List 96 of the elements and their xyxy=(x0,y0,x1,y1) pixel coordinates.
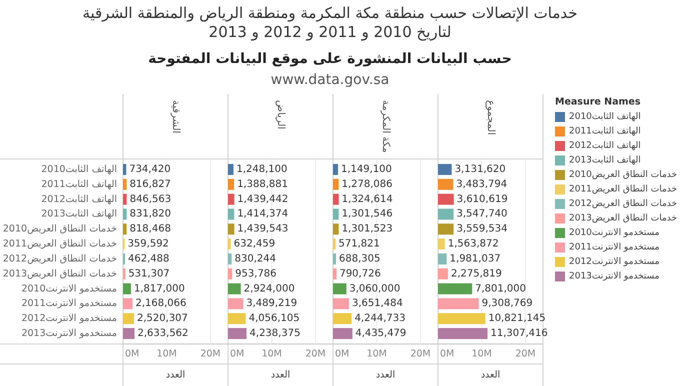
x-axis-title: العدد xyxy=(376,370,396,380)
chart-title: المجموع xyxy=(484,100,496,135)
data-label: 3,610,619 xyxy=(456,194,508,205)
x-tick-label: 20M xyxy=(305,348,326,360)
x-tick-label: 0M xyxy=(125,348,140,360)
x-axis-title: العدد xyxy=(166,370,186,380)
data-label: 734,420 xyxy=(129,164,171,175)
x-tick-label: 20M xyxy=(515,348,536,360)
data-label: 1,439,442 xyxy=(237,194,288,205)
legend-item: خدمات النطاق العريض2010 xyxy=(555,170,678,180)
chart-title: مكة المكرمة xyxy=(380,100,391,153)
data-label: 632,459 xyxy=(234,238,276,250)
chart-title: الشرقية xyxy=(170,100,181,134)
data-label: 4,244,733 xyxy=(354,313,406,324)
data-label: 831,820 xyxy=(130,208,171,220)
legend-title: Measure Names xyxy=(555,96,641,108)
data-label: 816,827 xyxy=(130,178,171,190)
text: www.data.gov.sa xyxy=(270,71,390,90)
data-label: 1,439,543 xyxy=(237,224,288,235)
legend-item: خدمات النطاق العريض2011 xyxy=(555,184,678,194)
y-tick-label: خدمات النطاق العريض2010 xyxy=(2,224,118,235)
x-tick-label: 10M xyxy=(156,348,177,360)
data-label: 531,307 xyxy=(128,268,170,280)
data-label: 1,301,546 xyxy=(342,208,393,220)
y-tick-label: مستخدمو الانترنت2013 xyxy=(21,328,117,340)
data-label: 1,981,037 xyxy=(450,253,501,264)
y-tick-label: خدمات النطاق العريض2012 xyxy=(2,253,118,264)
data-label: 2,275,819 xyxy=(450,268,502,280)
x-tick-label: 0M xyxy=(335,348,350,360)
y-tick-label: مستخدمو الانترنت2010 xyxy=(21,283,117,294)
data-label: 1,149,100 xyxy=(341,164,392,175)
data-label: 1,817,000 xyxy=(134,283,185,294)
data-label: 359,592 xyxy=(128,238,169,250)
data-label: 3,547,740 xyxy=(456,208,508,220)
x-tick-label: 10M xyxy=(472,348,492,360)
data-label: 846,563 xyxy=(130,194,172,205)
x-tick-label: 10M xyxy=(366,348,387,360)
data-label: 462,488 xyxy=(128,253,170,264)
data-label: 4,238,375 xyxy=(250,328,300,340)
data-label: 953,786 xyxy=(235,268,277,280)
data-label: 2,520,307 xyxy=(137,313,188,324)
x-tick-label: 10M xyxy=(262,348,282,360)
data-label: 1,278,086 xyxy=(342,178,392,190)
y-tick-label: مستخدمو الانترنت2011 xyxy=(21,298,117,310)
x-tick-label: 0M xyxy=(440,348,454,360)
data-label: 1,563,872 xyxy=(448,238,499,250)
legend-item: مستخدمو الانترنت2011 xyxy=(555,242,660,252)
data-label: 2,924,000 xyxy=(244,283,295,294)
legend-item: مستخدمو الانترنت2010 xyxy=(555,228,660,238)
data-label: 10,821,145 xyxy=(488,313,546,324)
data-label: 3,489,219 xyxy=(246,298,298,310)
text: خدمات الإتصالات حسب منطقة مكة المكرمة ومنطقة الرياض والمنطقة الشرقية لتاريخ 2010 و 2011 و 2012 و 2013 xyxy=(81,4,579,42)
data-label: 3,131,620 xyxy=(454,164,506,175)
data-label: 7,801,000 xyxy=(475,283,526,294)
legend-item: مستخدمو الانترنت2013 xyxy=(555,272,660,282)
y-tick-label: مستخدمو الانترنت2012 xyxy=(21,313,117,324)
data-label: 11,307,416 xyxy=(490,328,548,340)
y-tick-label: الهاتف الثابت2010 xyxy=(41,164,117,175)
y-tick-label: الهاتف الثابت2011 xyxy=(41,178,117,190)
x-axis-title: العدد xyxy=(480,370,500,380)
data-label: 3,483,794 xyxy=(456,178,508,190)
data-label: 1,301,523 xyxy=(342,224,393,235)
legend-item: مستخدمو الانترنت2012 xyxy=(555,257,660,267)
data-label: 790,726 xyxy=(339,268,381,280)
data-label: 3,651,484 xyxy=(352,298,403,310)
data-label: 9,308,769 xyxy=(482,298,533,310)
y-tick-label: خدمات النطاق العريض2013 xyxy=(2,268,118,280)
legend-item: الهاتف الثابت2011 xyxy=(555,126,641,136)
chart-title: الرياض xyxy=(274,100,286,130)
legend-item: خدمات النطاق العريض2013 xyxy=(555,214,678,224)
data-label: 2,168,066 xyxy=(135,298,186,310)
data-label: 571,821 xyxy=(338,238,380,250)
data-label: 2,633,562 xyxy=(138,328,188,340)
data-label: 688,305 xyxy=(339,253,380,264)
data-label: 1,324,614 xyxy=(342,194,393,205)
data-label: 818,468 xyxy=(130,224,171,235)
x-tick-label: 20M xyxy=(410,348,431,360)
data-label: 1,414,374 xyxy=(237,208,288,220)
y-tick-label: الهاتف الثابت2013 xyxy=(41,208,117,220)
legend-item: خدمات النطاق العريض2012 xyxy=(555,199,678,209)
x-tick-label: 0M xyxy=(230,348,244,360)
x-tick-label: 20M xyxy=(200,348,221,360)
data-label: 4,056,105 xyxy=(248,313,300,324)
x-axis-title: العدد xyxy=(270,370,290,380)
legend-item: الهاتف الثابت2012 xyxy=(555,141,641,151)
data-label: 830,244 xyxy=(234,253,276,264)
data-label: 3,060,000 xyxy=(349,283,400,294)
text: حسب البيانات المنشورة على موقع البيانات المفتوحة xyxy=(147,50,513,69)
data-label: 1,248,100 xyxy=(236,164,288,175)
y-tick-label: الهاتف الثابت2012 xyxy=(41,194,117,205)
legend-item: الهاتف الثابت2013 xyxy=(555,156,641,166)
data-label: 1,388,881 xyxy=(237,178,288,190)
data-label: 3,559,534 xyxy=(456,224,508,235)
y-tick-label: خدمات النطاق العريض2011 xyxy=(2,238,118,250)
data-label: 4,435,479 xyxy=(355,328,406,340)
legend-item: الهاتف الثابت2010 xyxy=(555,112,641,122)
